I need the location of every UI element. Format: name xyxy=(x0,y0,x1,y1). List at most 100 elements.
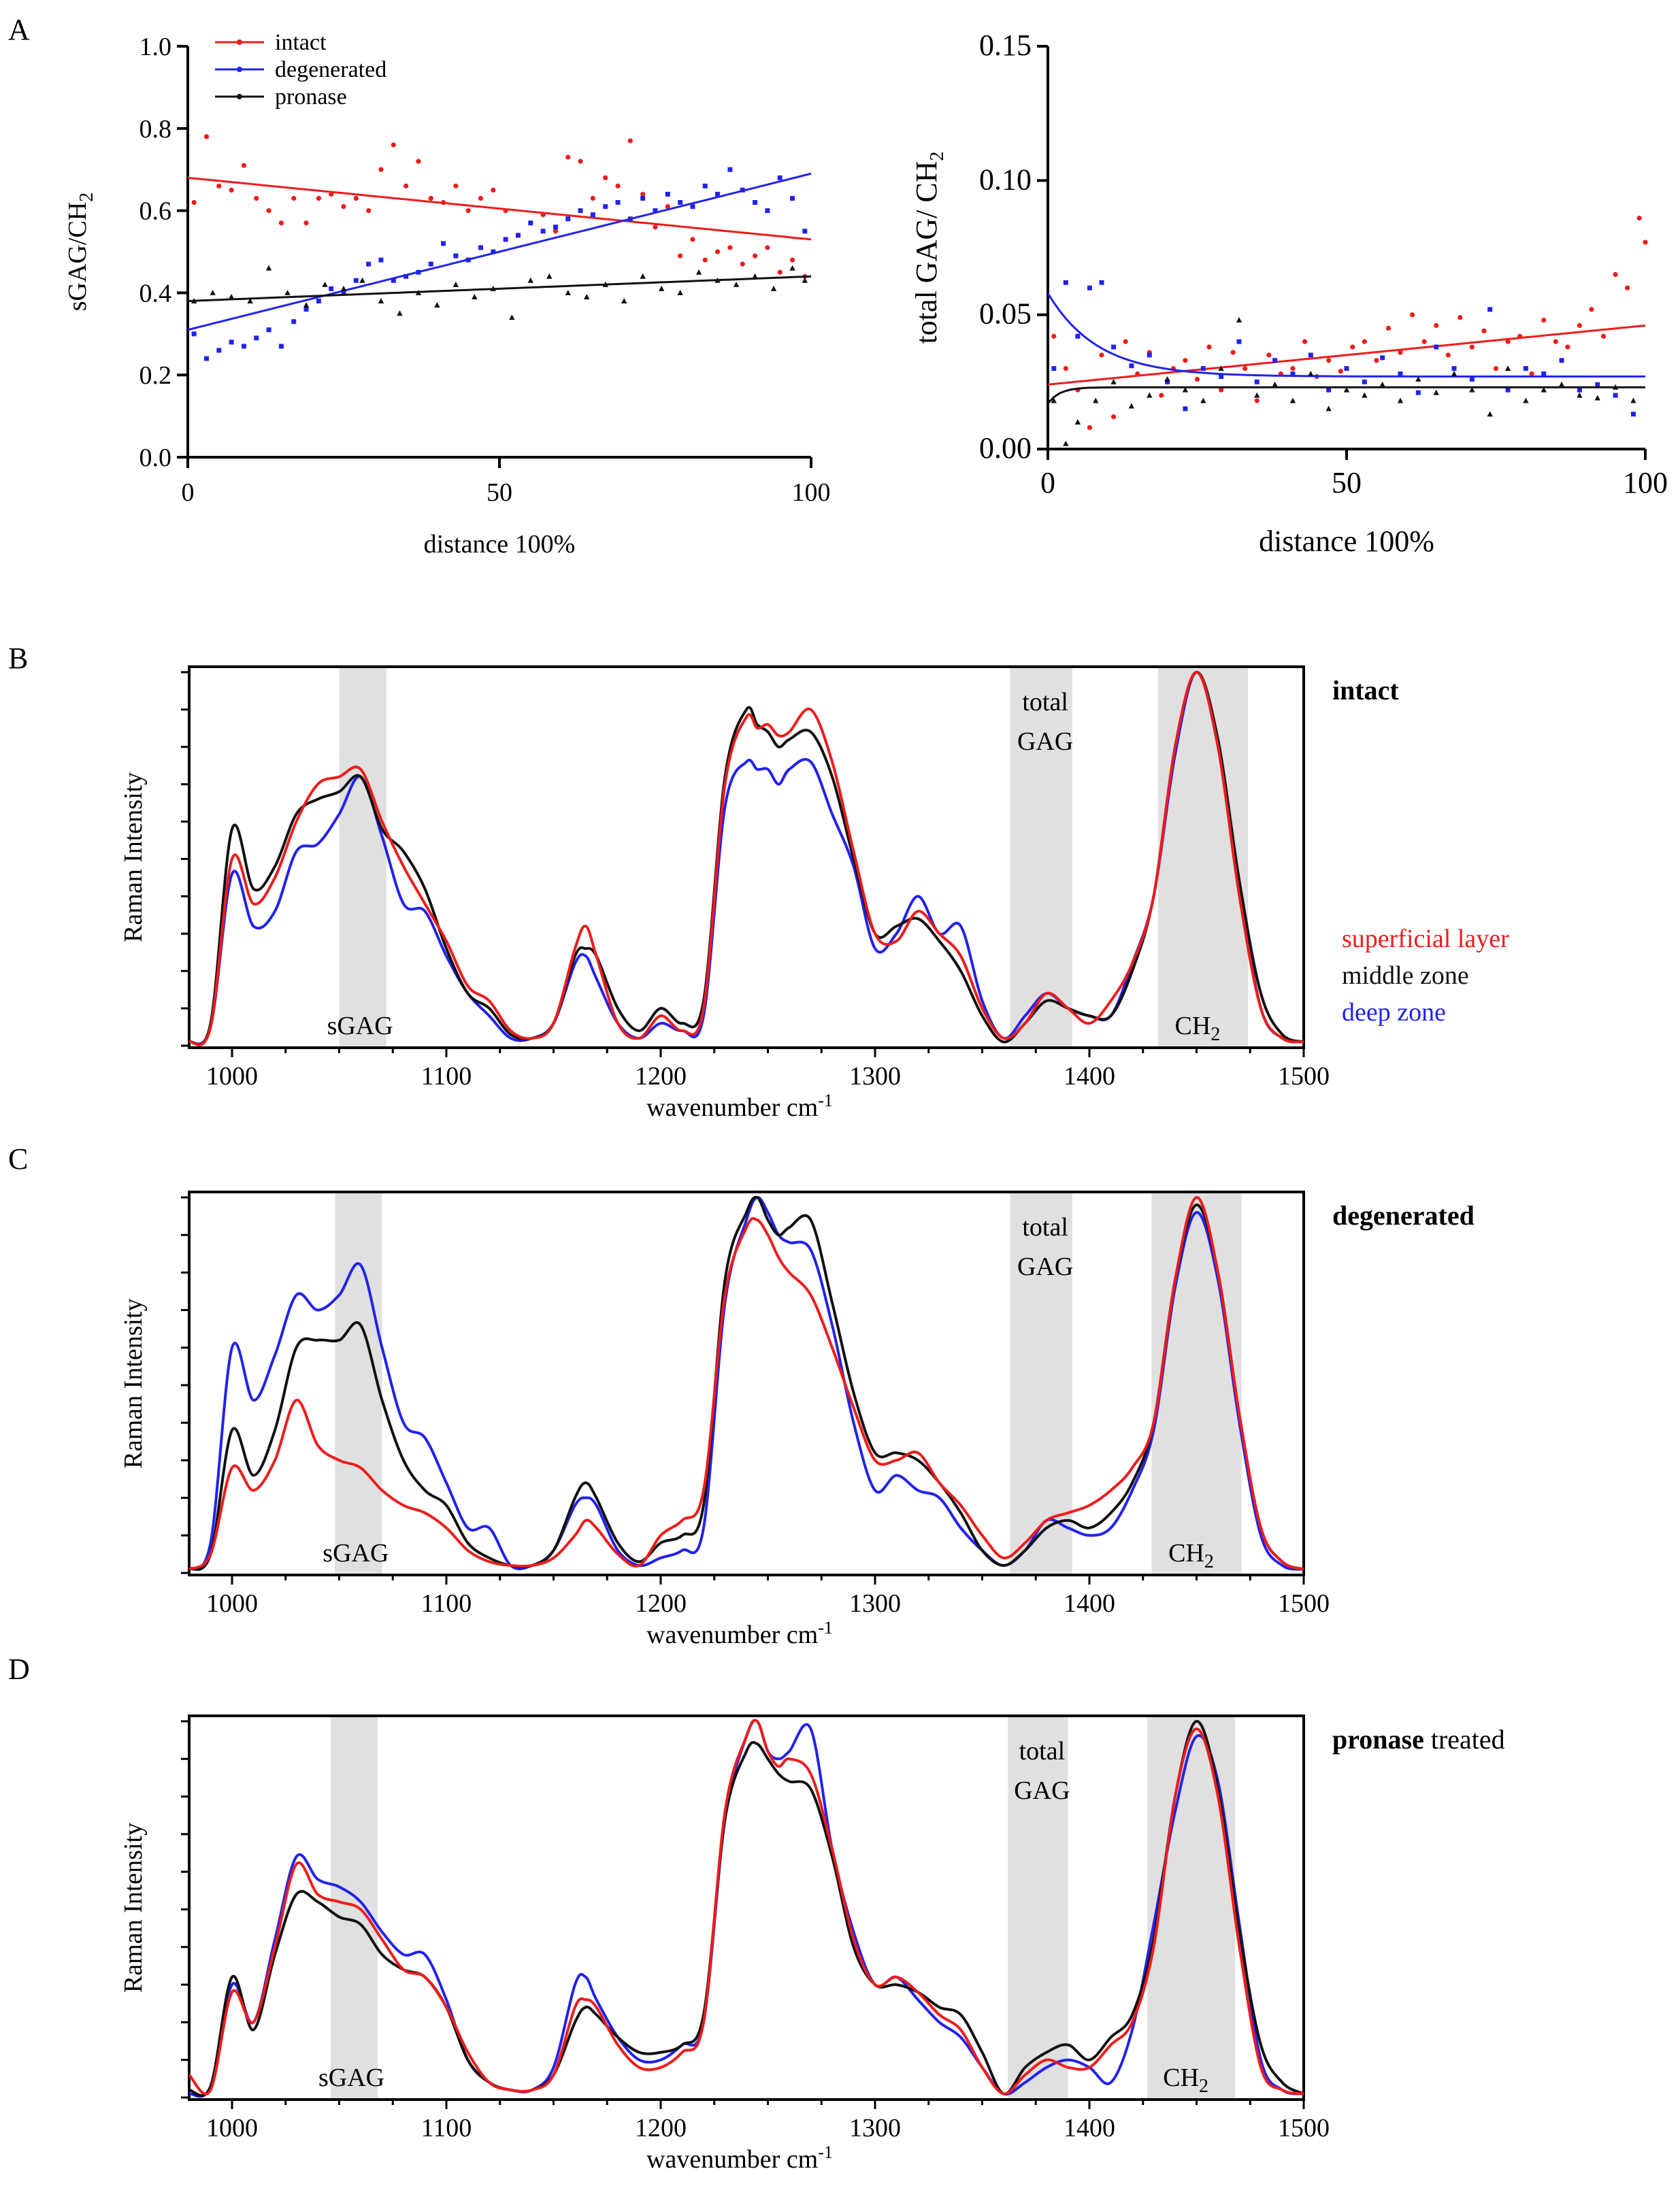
x-axis-title-main: wavenumber cm xyxy=(646,2145,818,2174)
data-point xyxy=(1063,280,1068,285)
x-tick-label: 1100 xyxy=(421,1589,472,1618)
data-point xyxy=(1308,352,1313,358)
legend-label-degenerated: degenerated xyxy=(275,57,386,82)
data-point xyxy=(553,229,559,234)
data-point xyxy=(1553,339,1558,344)
data-point xyxy=(247,297,253,303)
data-point xyxy=(1481,328,1487,333)
data-point xyxy=(329,286,334,291)
data-point xyxy=(733,281,740,287)
y-axis-title: sGAG/CH2 xyxy=(63,193,97,311)
data-point xyxy=(565,154,571,160)
data-point xyxy=(465,208,471,214)
data-point xyxy=(284,289,291,295)
data-point xyxy=(1600,333,1607,339)
x-axis-title: wavenumber cm-1 xyxy=(646,1618,833,1649)
data-point xyxy=(1051,397,1057,403)
data-point xyxy=(1218,365,1224,371)
data-point xyxy=(1630,412,1636,417)
data-point xyxy=(316,298,321,303)
data-point xyxy=(391,142,396,148)
data-point xyxy=(441,241,446,246)
data-point xyxy=(1595,382,1600,387)
data-point xyxy=(1272,381,1278,387)
y-axis-title: Raman Intensity xyxy=(119,772,148,942)
legend-marker-pronase xyxy=(237,94,242,99)
band-label-total: total xyxy=(1019,1737,1066,1766)
data-point xyxy=(1559,358,1564,363)
data-point xyxy=(1289,397,1296,403)
data-point xyxy=(453,183,459,188)
band-label-sgag: sGAG xyxy=(318,2063,384,2092)
data-point xyxy=(1051,333,1057,339)
data-point xyxy=(1219,387,1224,393)
data-point xyxy=(584,293,590,299)
fit-line-pronase xyxy=(187,275,812,302)
data-point xyxy=(1219,374,1224,379)
y-tick-label: 0.05 xyxy=(979,297,1032,331)
data-point xyxy=(740,187,745,193)
data-point xyxy=(403,274,409,279)
band-label-ch2-subscript: 2 xyxy=(1204,1551,1214,1572)
data-point xyxy=(777,175,783,180)
x-tick-label: 0 xyxy=(1040,466,1055,499)
legend-marker-degenerated xyxy=(237,67,242,72)
series-degenerated xyxy=(1047,280,1645,417)
data-point xyxy=(727,245,733,250)
data-point xyxy=(1063,366,1068,371)
data-point xyxy=(540,229,546,234)
data-point xyxy=(416,269,421,275)
data-point xyxy=(802,229,808,234)
zone-legend: superficial layer middle zone deep zone xyxy=(1342,925,1509,1027)
data-point xyxy=(1128,403,1135,409)
data-point xyxy=(1594,395,1600,401)
data-point xyxy=(1308,370,1314,376)
data-point xyxy=(1487,411,1493,417)
data-point xyxy=(1643,239,1648,245)
data-point xyxy=(322,281,328,287)
panel-letter-a: A xyxy=(8,13,30,46)
data-point xyxy=(1147,352,1152,358)
y-tick-label: 0.00 xyxy=(979,431,1032,465)
data-point xyxy=(1469,386,1475,393)
data-point xyxy=(434,302,440,308)
fit-line-intact xyxy=(187,176,812,241)
y-axis-title: Raman Intensity xyxy=(119,1298,148,1468)
data-point xyxy=(715,249,721,254)
data-point xyxy=(1433,389,1439,395)
fit-line-degenerated xyxy=(1047,293,1645,378)
data-point xyxy=(1183,406,1188,412)
data-point xyxy=(1147,392,1153,398)
band-label-ch2-subscript: 2 xyxy=(1199,2076,1208,2097)
data-point xyxy=(653,225,658,230)
x-axis-title: distance 100% xyxy=(1259,525,1434,558)
sample-label: pronase treated xyxy=(1332,1724,1505,1755)
data-point xyxy=(765,208,770,214)
data-point xyxy=(341,203,346,210)
data-point xyxy=(740,261,745,267)
band-sgag xyxy=(330,1716,378,2100)
data-point xyxy=(1421,339,1427,344)
x-tick-label: 100 xyxy=(792,478,831,507)
sample-label: intact xyxy=(1332,675,1399,706)
band-label-ch2-main: CH xyxy=(1168,1539,1204,1568)
data-point xyxy=(416,159,421,164)
band-label-ch2: CH2 xyxy=(1163,2063,1208,2097)
x-tick-label: 1200 xyxy=(635,1062,687,1091)
data-point xyxy=(1397,397,1404,403)
data-point xyxy=(1326,358,1332,363)
data-point xyxy=(1338,368,1343,374)
plot-frame xyxy=(188,1191,1305,1576)
x-tick-label: 1100 xyxy=(421,2114,472,2142)
data-point xyxy=(528,220,533,226)
y-axis-title-main: sGAG/CH xyxy=(63,202,92,311)
data-point xyxy=(603,175,608,180)
band-total-gag xyxy=(1008,1716,1068,2100)
data-point xyxy=(1075,333,1081,339)
data-point xyxy=(1613,393,1618,398)
data-point xyxy=(278,220,284,226)
spectrum-line-superficial-layer xyxy=(188,1196,1304,1571)
x-tick-label: 1200 xyxy=(635,2114,687,2142)
data-point xyxy=(1505,387,1511,393)
